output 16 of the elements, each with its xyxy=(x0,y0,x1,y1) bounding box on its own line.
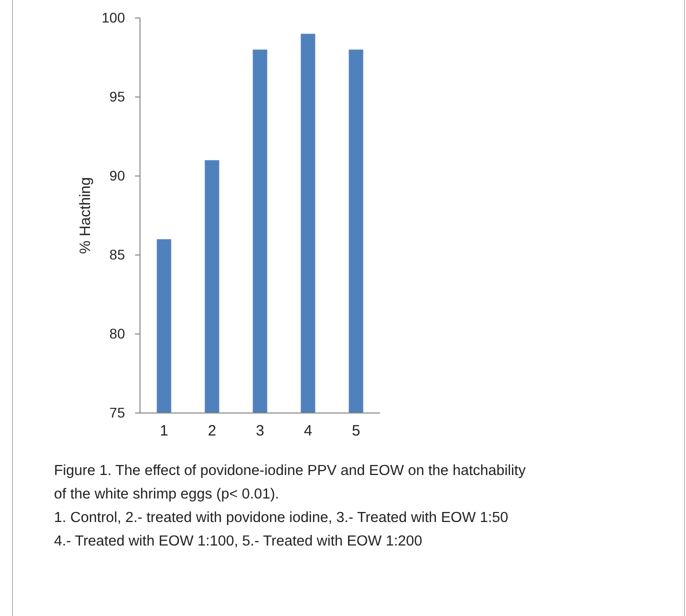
y-tick-label: 95 xyxy=(109,88,126,104)
y-tick-label: 85 xyxy=(109,246,126,262)
y-tick-label: 80 xyxy=(109,325,126,342)
y-tick-label: 90 xyxy=(109,167,126,184)
x-tick-label: 1 xyxy=(160,422,168,440)
y-tick-label: 100 xyxy=(102,9,126,26)
x-tick-label: 3 xyxy=(256,422,264,440)
y-tick-label: 75 xyxy=(109,404,126,420)
text: 1. Control, 2.- treated with povidone iodine, 3.- Treated with EOW 1:50 xyxy=(54,510,508,526)
x-tick-label: 5 xyxy=(352,422,360,440)
x-tick-label: 2 xyxy=(208,422,216,440)
y-axis-title: % Hacthing xyxy=(77,177,94,254)
text: of the white shrimp eggs (p< 0.01). xyxy=(54,486,280,502)
text: 4.- Treated with EOW 1:100, 5.- Treated with EOW 1:200 xyxy=(54,534,422,550)
x-tick-label: 4 xyxy=(304,422,312,440)
caption: Figure 1. The effect of povidone-iodine PPV and EOW on the hatchability xyxy=(54,463,526,479)
